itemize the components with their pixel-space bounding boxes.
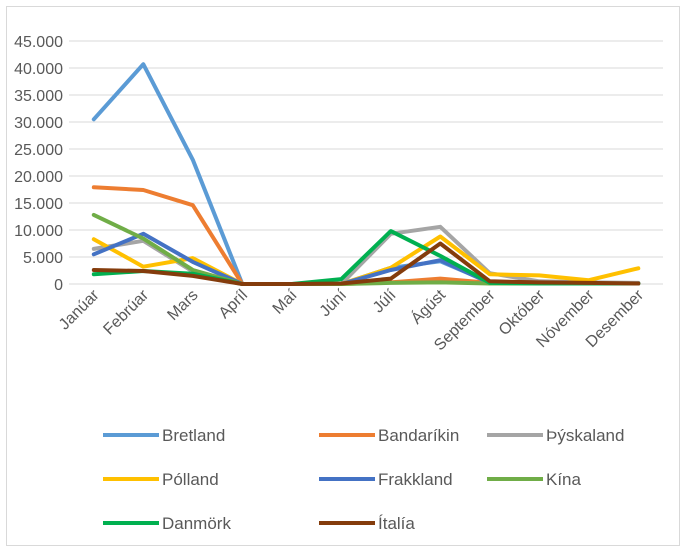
chart-frame: 0 5.000 10.000 15.000 20.000 25.000 30.000 35.0…	[6, 6, 680, 546]
x-tick-label: Júlí	[370, 286, 400, 316]
legend-label: Danmörk	[162, 514, 231, 533]
x-tick-label: Apríl	[216, 287, 251, 322]
series-lines	[91, 62, 641, 286]
y-tick-label: 0	[54, 277, 63, 294]
x-tick-label: Ágúst	[407, 285, 450, 328]
y-tick-label: 5.000	[23, 250, 63, 267]
x-tick-label: Maí	[270, 286, 301, 317]
legend-label: Þýskaland	[546, 426, 624, 445]
legend-label: Ítalía	[378, 514, 415, 533]
x-tick-label: Febrúar	[100, 286, 152, 338]
legend-label: Bretland	[162, 426, 225, 445]
y-tick-label: 40.000	[14, 61, 63, 78]
legend-label: Bandaríkin	[378, 426, 459, 445]
legend-label: Pólland	[162, 470, 219, 489]
legend: Bretland Bandaríkin Þýskaland Pólland Frakkl…	[103, 426, 624, 533]
y-tick-label: 45.000	[14, 34, 63, 51]
x-tick-label: Mars	[164, 287, 201, 324]
x-tick-label: Janúar	[56, 286, 103, 333]
y-tick-label: 20.000	[14, 169, 63, 186]
line-chart: 0 5.000 10.000 15.000 20.000 25.000 30.000 35.0…	[14, 34, 663, 533]
y-tick-label: 30.000	[14, 115, 63, 132]
y-tick-label: 35.000	[14, 88, 63, 105]
y-tick-label: 15.000	[14, 196, 63, 213]
series-line	[91, 185, 641, 286]
y-tick-label: 25.000	[14, 142, 63, 159]
y-tick-label: 10.000	[14, 223, 63, 240]
legend-label: Kína	[546, 470, 582, 489]
x-tick-label: Júní	[317, 286, 351, 320]
y-axis-tick-labels: 0 5.000 10.000 15.000 20.000 25.000 30.000 35.0…	[14, 34, 63, 294]
legend-label: Frakkland	[378, 470, 453, 489]
series-line	[91, 241, 641, 286]
